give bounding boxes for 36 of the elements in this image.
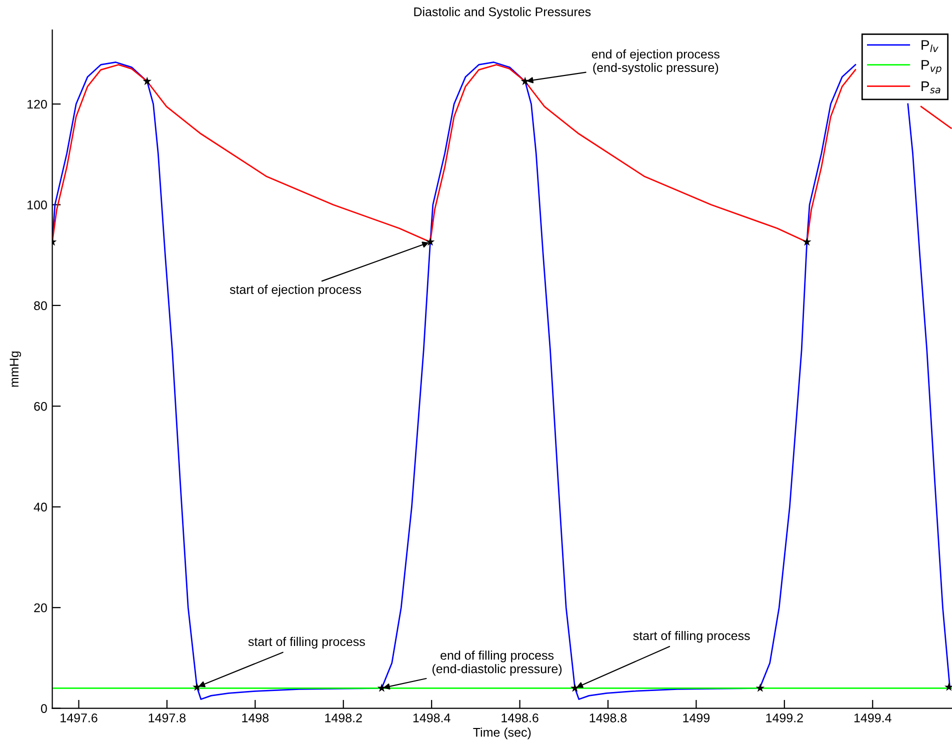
y-tick-label: 60 bbox=[34, 402, 47, 411]
annotation: end of ejection process (end-systolic pressure) bbox=[592, 49, 720, 74]
x-tick-label: 1499.2 bbox=[766, 713, 803, 722]
point bbox=[520, 76, 530, 86]
x-tick-label: 1499.4 bbox=[854, 713, 892, 722]
annotation: start of filling process bbox=[633, 630, 750, 643]
chart-title: Diastolic and Systolic Pressures bbox=[414, 7, 591, 19]
y-axis-title: mmHg bbox=[10, 352, 22, 387]
y-tick-label: 0 bbox=[40, 704, 47, 713]
point bbox=[802, 237, 812, 246]
point bbox=[944, 682, 952, 691]
x-tick-label: 1498.2 bbox=[325, 713, 362, 722]
point bbox=[192, 682, 202, 691]
y-tick-label: 80 bbox=[34, 301, 47, 310]
legend-label: P$_{lv}$ bbox=[922, 40, 938, 52]
y-tick-label: 20 bbox=[34, 603, 47, 612]
annotation: end of filling process (end-diastolic pressure) bbox=[432, 650, 562, 676]
x-tick-label: 1497.8 bbox=[148, 713, 186, 722]
y-tick-label: 120 bbox=[28, 100, 47, 109]
annotation: start of filling process bbox=[248, 636, 365, 649]
legend-label: P$_{sa}$ bbox=[922, 81, 940, 94]
y-tick-label: 100 bbox=[28, 200, 47, 210]
point bbox=[570, 684, 580, 692]
x-tick-label: 1498 bbox=[242, 713, 269, 722]
x-tick-label: 1497.6 bbox=[60, 713, 98, 722]
x-tick-label: 1498.6 bbox=[502, 713, 538, 722]
point bbox=[756, 684, 765, 692]
y-tick-label: 40 bbox=[34, 502, 47, 512]
x-axis-title: Time (sec) bbox=[473, 728, 531, 740]
x-tick-label: 1498.8 bbox=[590, 713, 627, 722]
point bbox=[142, 76, 152, 86]
x-tick-label: 1498.4 bbox=[413, 713, 450, 722]
legend-label: P$_{vp}$ bbox=[922, 60, 942, 74]
annotation: start of ejection process bbox=[230, 284, 362, 296]
point bbox=[426, 237, 435, 246]
x-tick-label: 1499 bbox=[683, 713, 710, 722]
